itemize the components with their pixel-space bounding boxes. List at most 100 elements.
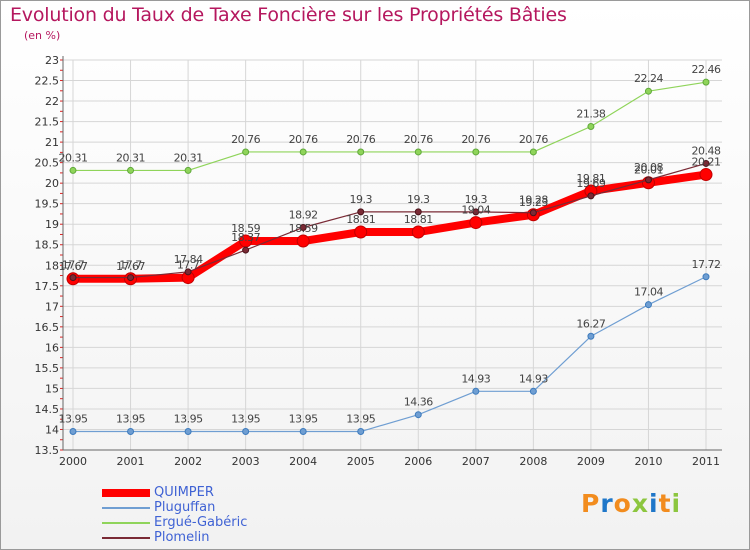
series-line-ergue-gaberic [72,81,707,172]
data-label-quimper: 19.23 [519,196,548,209]
series-line-pluguffan [72,276,707,433]
legend-swatch [102,521,150,524]
data-label-quimper: 20.21 [692,156,721,169]
series-line-quimper [69,170,710,283]
data-point-quimper [296,234,310,248]
data-point-ergue-gaberic [242,148,250,156]
data-point-pluguffan [127,428,135,436]
x-tick-label: 2010 [634,455,662,468]
data-label-ergue-gaberic: 21.38 [576,108,605,121]
data-point-quimper [699,168,713,182]
data-point-ergue-gaberic [184,166,192,174]
data-point-ergue-gaberic [127,166,135,174]
data-label-quimper: 18.81 [404,213,433,226]
data-label-pluguffan: 17.72 [692,258,721,271]
y-tick-label: 23 [45,54,59,67]
data-label-ergue-gaberic: 20.76 [519,133,548,146]
series-line-plomelin [72,162,707,279]
data-label-plomelin: 19.3 [349,193,372,206]
data-label-ergue-gaberic: 22.46 [692,63,721,76]
y-tick-label: 19 [45,218,59,231]
data-point-pluguffan [587,332,595,340]
data-point-ergue-gaberic [472,148,480,156]
x-tick-label: 2001 [117,455,145,468]
logo-letter: x [631,489,649,518]
x-tick-label: 2000 [59,455,87,468]
data-label-pluguffan: 14.93 [461,372,490,385]
data-label-pluguffan: 16.27 [576,317,605,330]
data-point-plomelin [472,208,480,216]
data-point-ergue-gaberic [702,78,710,86]
data-point-ergue-gaberic [357,148,365,156]
data-label-pluguffan: 17.04 [634,286,663,299]
legend: QUIMPER Pluguffan Ergué-Gabéric Plomelin [102,485,247,545]
data-point-pluguffan [357,428,365,436]
y-tick-label: 17 [45,300,59,313]
data-label-quimper: 17.7 [177,259,200,272]
data-point-pluguffan [414,411,422,419]
data-point-ergue-gaberic [587,123,595,131]
data-label-plomelin: 19.3 [407,193,430,206]
data-label-quimper: 18.81 [346,213,375,226]
y-tick-label: 20.5 [35,157,60,170]
y-tick-label: 22 [45,95,59,108]
proxiti-logo: Proxiti [581,489,681,518]
data-label-ergue-gaberic: 20.31 [116,151,145,164]
data-label-ergue-gaberic: 20.31 [59,151,88,164]
legend-label: Pluguffan [154,499,216,515]
x-tick-label: 2007 [462,455,490,468]
data-point-quimper [354,225,368,239]
y-tick-label: 15 [45,382,59,395]
x-tick-label: 2008 [519,455,547,468]
data-label-quimper: 18.59 [231,222,260,235]
data-label-pluguffan: 13.95 [59,413,88,426]
data-label-ergue-gaberic: 20.31 [174,151,203,164]
y-tick-label: 14 [45,423,59,436]
legend-item-plomelin: Plomelin [102,530,247,545]
data-label-plomelin: 20.08 [634,161,663,174]
logo-letter: o [613,489,632,518]
legend-label: QUIMPER [154,484,214,500]
data-point-plomelin [242,246,250,254]
y-tick-label: 17.5 [35,280,60,293]
data-point-plomelin [127,274,135,282]
chart-subtitle: (en %) [24,29,61,42]
y-tick-label: 21.5 [35,116,60,129]
data-point-pluguffan [242,428,250,436]
data-point-ergue-gaberic [529,148,537,156]
data-point-plomelin [644,176,652,184]
data-point-pluguffan [472,387,480,395]
data-label-quimper: 19.81 [576,172,605,185]
y-tick-label: 13.5 [35,444,60,457]
x-tick-label: 2011 [692,455,720,468]
data-label-plomelin: 17.7 [119,259,142,272]
data-label-quimper: 18.59 [289,222,318,235]
series-quimper [66,168,713,286]
logo-letter: r [600,489,614,518]
data-label-plomelin: 17.84 [174,253,203,266]
data-label-pluguffan: 13.95 [231,413,260,426]
data-point-quimper [469,216,483,230]
series-plomelin [69,159,710,282]
data-point-plomelin [702,159,710,167]
logo-letter: i [671,489,682,518]
logo-letter: P [581,489,601,518]
data-label-plomelin: 17.7 [62,259,85,272]
data-label-plomelin: 19.28 [519,194,548,207]
data-point-pluguffan [69,428,77,436]
data-point-pluguffan [529,387,537,395]
data-label-plomelin: 18.37 [231,231,260,244]
data-label-pluguffan: 13.95 [174,413,203,426]
y-tick-label: 18.5 [35,239,60,252]
y-tick-label: 16 [45,341,59,354]
series-ergue-gaberic [69,78,710,174]
data-label-plomelin: 18.92 [289,208,318,221]
data-label-ergue-gaberic: 20.76 [346,133,375,146]
data-point-plomelin [357,208,365,216]
data-point-plomelin [414,208,422,216]
data-label-pluguffan: 13.95 [116,413,145,426]
legend-item-ergue-gaberic: Ergué-Gabéric [102,515,247,530]
y-tick-label: 20 [45,177,59,190]
legend-swatch [102,506,150,509]
